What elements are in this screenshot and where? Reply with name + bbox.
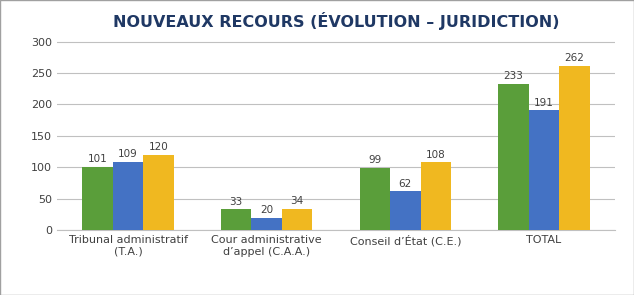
Text: 191: 191: [534, 98, 554, 108]
Text: 62: 62: [399, 179, 412, 189]
Text: 20: 20: [260, 205, 273, 215]
Bar: [143, 155, 174, 230]
Bar: [113, 162, 143, 230]
Bar: [282, 209, 313, 230]
Bar: [359, 168, 390, 230]
Text: 34: 34: [290, 196, 304, 206]
Bar: [420, 162, 451, 230]
Bar: [498, 84, 529, 230]
Title: NOUVEAUX RECOURS (ÉVOLUTION – JURIDICTION): NOUVEAUX RECOURS (ÉVOLUTION – JURIDICTIO…: [113, 12, 559, 30]
Bar: [559, 65, 590, 230]
Text: 33: 33: [230, 197, 243, 207]
Bar: [252, 217, 282, 230]
Text: 120: 120: [149, 142, 169, 152]
Text: 233: 233: [503, 71, 523, 81]
Bar: [529, 110, 559, 230]
Text: 109: 109: [119, 149, 138, 159]
Bar: [221, 209, 252, 230]
Text: 99: 99: [368, 155, 382, 165]
Text: 262: 262: [564, 53, 585, 63]
Bar: [82, 167, 113, 230]
Text: 108: 108: [426, 150, 446, 160]
Bar: [390, 191, 420, 230]
Text: 101: 101: [87, 154, 108, 164]
